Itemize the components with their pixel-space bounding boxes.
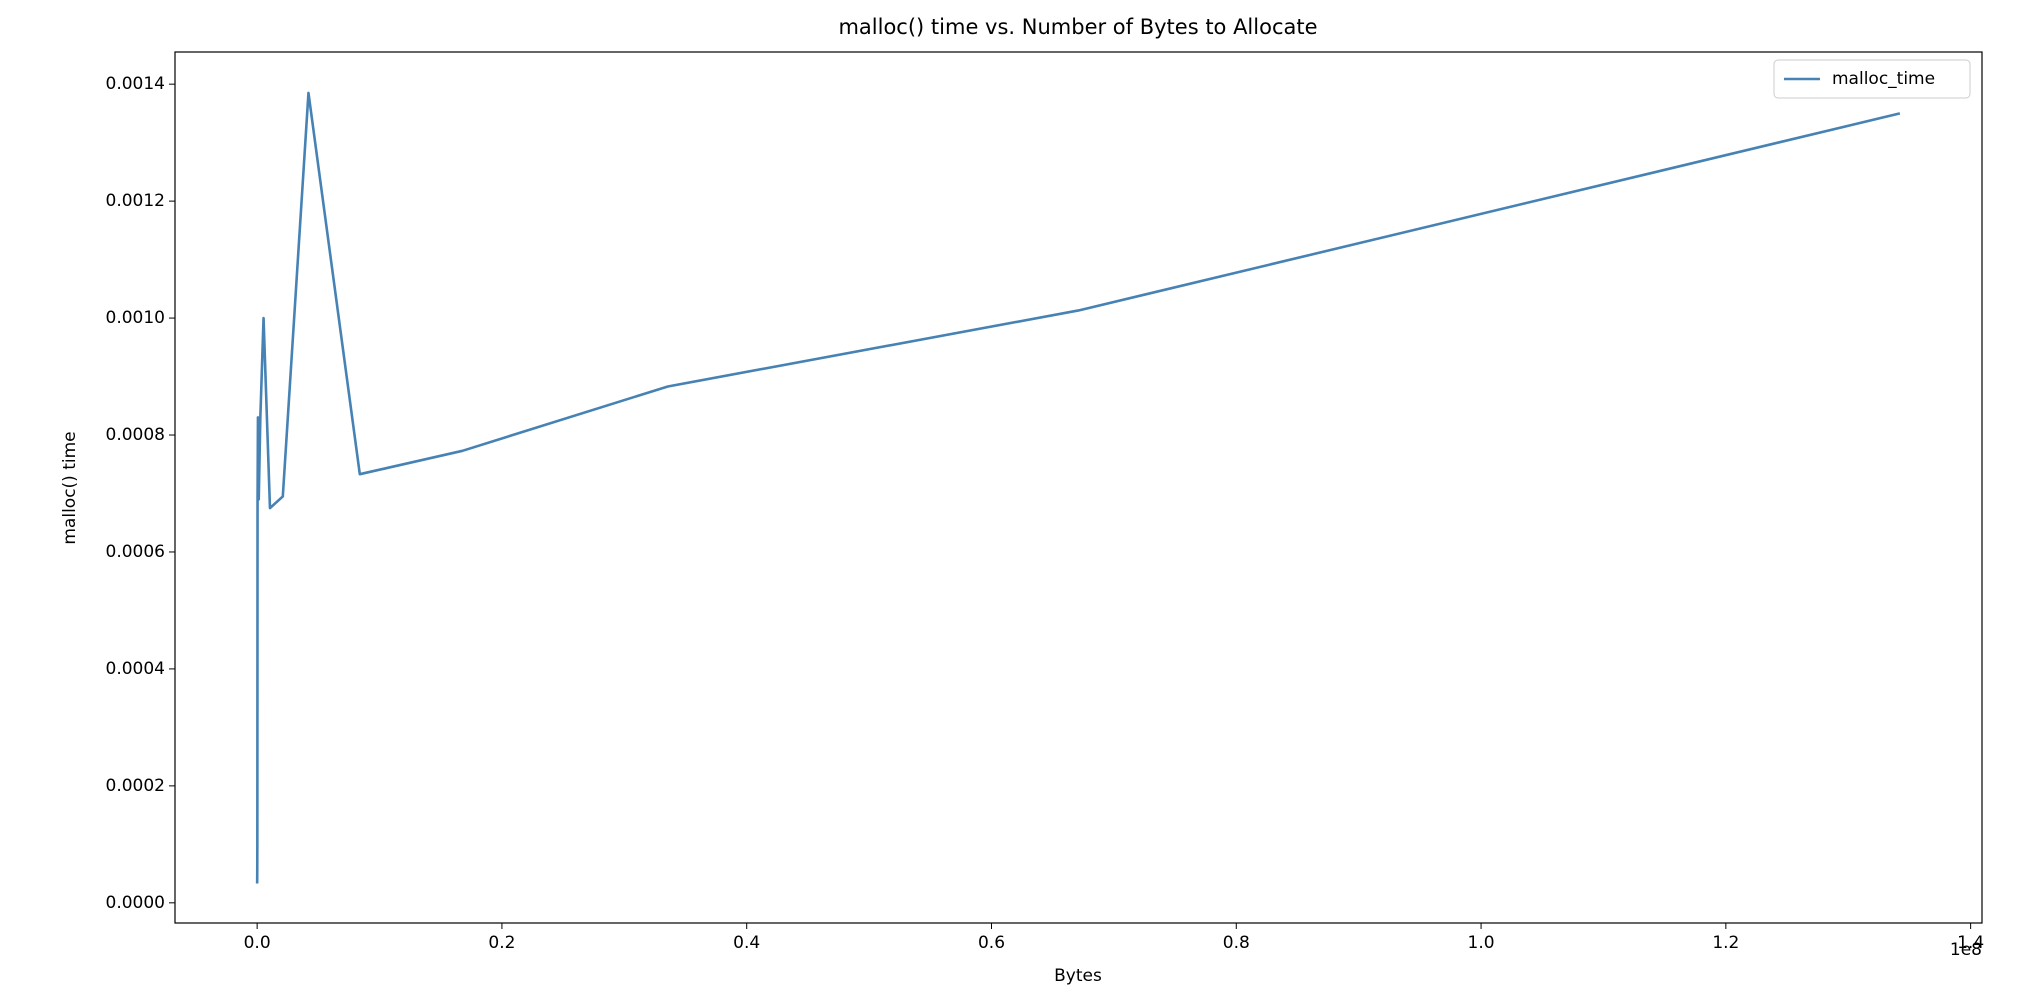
y-axis-label: malloc() time xyxy=(60,431,80,544)
x-tick-label: 1.2 xyxy=(1712,933,1739,953)
x-offset-label: 1e8 xyxy=(1950,940,1982,960)
y-tick-label: 0.0002 xyxy=(106,776,165,796)
x-axis-label: Bytes xyxy=(1054,966,1102,986)
legend-label: malloc_time xyxy=(1832,69,1935,89)
y-tick-label: 0.0008 xyxy=(106,425,165,445)
y-tick-label: 0.0006 xyxy=(106,542,165,562)
data-line xyxy=(255,91,1901,884)
chart-title: malloc() time vs. Number of Bytes to All… xyxy=(838,15,1317,39)
x-tick-label: 0.4 xyxy=(733,933,760,953)
x-tick-label: 1.4 xyxy=(1957,933,1984,953)
legend-box xyxy=(1773,59,1971,99)
y-tick-label: 0.0010 xyxy=(106,308,165,328)
x-tick-label: 1.0 xyxy=(1468,933,1495,953)
y-tick-label: 0.0012 xyxy=(106,191,165,211)
x-tick-label: 0.8 xyxy=(1223,933,1250,953)
x-tick-label: 0.0 xyxy=(244,933,271,953)
x-tick-label: 0.6 xyxy=(978,933,1005,953)
plot-frame xyxy=(174,51,1983,924)
y-tick-label: 0.0004 xyxy=(106,659,165,679)
y-tick-label: 0.0014 xyxy=(106,74,165,94)
y-tick-label: 0.0000 xyxy=(106,893,165,913)
x-tick-label: 0.2 xyxy=(488,933,515,953)
